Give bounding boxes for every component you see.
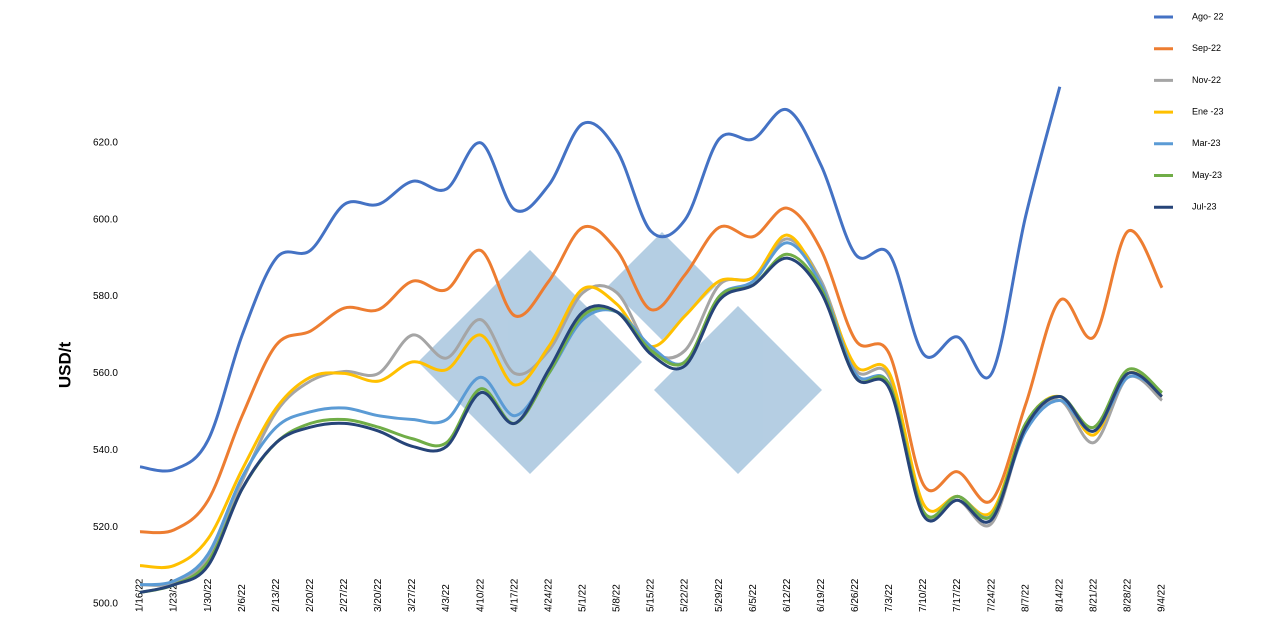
x-tick-label: 8/14/22 [1054, 578, 1065, 612]
x-tick-label: 6/26/22 [850, 578, 861, 612]
series-line [139, 233, 1163, 570]
x-tick-label: 5/1/22 [578, 584, 589, 612]
x-tick-label: 1/23/22 [169, 578, 180, 612]
legend-label: Jul-23 [1192, 202, 1217, 212]
x-tick-label: 3/20/22 [373, 578, 384, 612]
x-tick-label: 1/16/22 [135, 578, 146, 612]
x-tick-label: 8/28/22 [1123, 578, 1134, 612]
x-tick-label: 1/30/22 [203, 578, 214, 612]
x-tick-label: 7/24/22 [986, 578, 997, 612]
x-tick-label: 5/22/22 [680, 578, 691, 612]
x-tick-label: 7/17/22 [952, 578, 963, 612]
x-tick-label: 4/3/22 [441, 584, 452, 612]
x-tick-label: 5/15/22 [646, 578, 657, 612]
x-tick-label: 7/10/22 [918, 578, 929, 612]
x-tick-label: 2/20/22 [305, 578, 316, 612]
x-tick-label: 4/10/22 [475, 578, 486, 612]
x-tick-label: 6/5/22 [748, 584, 759, 612]
y-tick-label: 520.0 [93, 522, 118, 533]
series-line [139, 86, 1062, 473]
legend-label: Ago- 22 [1192, 11, 1224, 21]
y-tick-label: 540.0 [93, 445, 118, 456]
series-line [139, 252, 1163, 594]
legend-label: May-23 [1192, 170, 1222, 180]
x-tick-label: 9/4/22 [1157, 584, 1168, 612]
legend-label: Mar-23 [1192, 138, 1221, 148]
y-tick-label: 600.0 [93, 214, 118, 225]
x-tick-label: 2/6/22 [237, 584, 248, 612]
legend-label: Sep-22 [1192, 43, 1221, 53]
x-tick-label: 4/24/22 [543, 578, 554, 612]
series-line [139, 206, 1164, 535]
y-tick-label: 560.0 [93, 368, 118, 379]
x-tick-label: 6/12/22 [782, 578, 793, 612]
x-tick-label: 6/19/22 [816, 578, 827, 612]
x-tick-label: 4/17/22 [509, 578, 520, 612]
y-tick-label: 620.0 [93, 137, 118, 148]
legend-label: Ene -23 [1192, 106, 1224, 116]
x-tick-label: 3/27/22 [407, 578, 418, 612]
y-tick-label: 580.0 [93, 291, 118, 302]
x-tick-label: 8/7/22 [1020, 584, 1031, 612]
x-tick-label: 5/29/22 [714, 578, 725, 612]
x-tick-label: 2/27/22 [339, 578, 350, 612]
x-tick-label: 5/8/22 [612, 584, 623, 612]
x-tick-label: 8/21/22 [1089, 578, 1100, 612]
y-tick-label: 500.0 [93, 599, 118, 610]
series-line [139, 256, 1163, 594]
x-tick-label: 7/3/22 [884, 584, 895, 612]
y-axis-label: USD/t [55, 342, 74, 389]
legend-label: Nov-22 [1192, 75, 1221, 85]
x-tick-label: 2/13/22 [271, 578, 282, 612]
